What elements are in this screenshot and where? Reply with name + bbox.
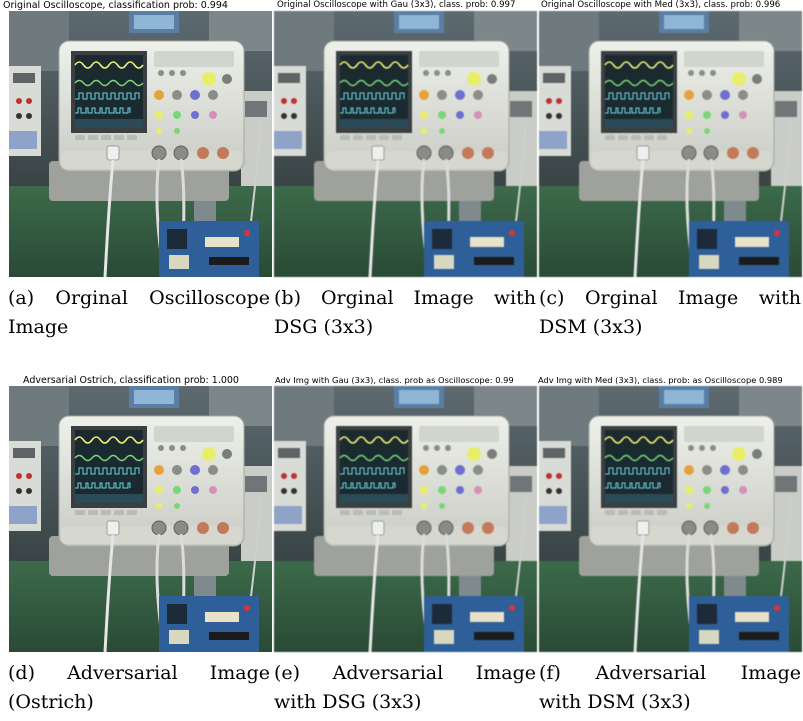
oscilloscope-image: [9, 386, 272, 652]
caption-line-1: (a) Orginal Oscilloscope: [8, 287, 270, 309]
caption-line-2: DSM (3x3): [539, 316, 643, 338]
panel-title: Original Oscilloscope with Gau (3x3), cl…: [277, 0, 516, 10]
caption-line-1: (e) Adversarial Image: [274, 662, 536, 684]
caption-line-2: Image: [8, 316, 69, 338]
caption-line-2: DSG (3x3): [274, 316, 374, 338]
caption-line-2: with DSM (3x3): [539, 691, 691, 713]
oscilloscope-image: [274, 386, 537, 652]
panel-caption: (a) Orginal Oscilloscope Image: [8, 284, 270, 342]
oscilloscope-image: [539, 11, 802, 277]
panel-title: Adversarial Ostrich, classification prob…: [23, 375, 239, 386]
oscilloscope-image: [274, 11, 537, 277]
oscilloscope-image: [539, 386, 802, 652]
panel-title: Adv Img with Med (3x3), class. prob: as …: [538, 375, 783, 385]
panel-title: Original Oscilloscope with Med (3x3), cl…: [541, 0, 781, 10]
panel-caption: (f) Adversarial Image with DSM (3x3): [539, 659, 801, 717]
panel-title: Adv Img with Gau (3x3), class. prob as O…: [275, 375, 514, 385]
panel-caption: (d) Adversarial Image (Ostrich): [8, 659, 270, 717]
caption-line-2: with DSG (3x3): [274, 691, 422, 713]
panel-caption: (b) Orginal Image with DSG (3x3): [274, 284, 536, 342]
caption-line-1: (f) Adversarial Image: [539, 662, 801, 684]
caption-line-2: (Ostrich): [8, 691, 94, 713]
caption-line-1: (d) Adversarial Image: [8, 662, 270, 684]
panel-title: Original Oscilloscope, classification pr…: [3, 0, 228, 11]
caption-line-1: (c) Orginal Image with: [539, 287, 801, 309]
caption-line-1: (b) Orginal Image with: [274, 287, 536, 309]
panel-caption: (e) Adversarial Image with DSG (3x3): [274, 659, 536, 717]
oscilloscope-image: [9, 11, 272, 277]
panel-caption: (c) Orginal Image with DSM (3x3): [539, 284, 801, 342]
